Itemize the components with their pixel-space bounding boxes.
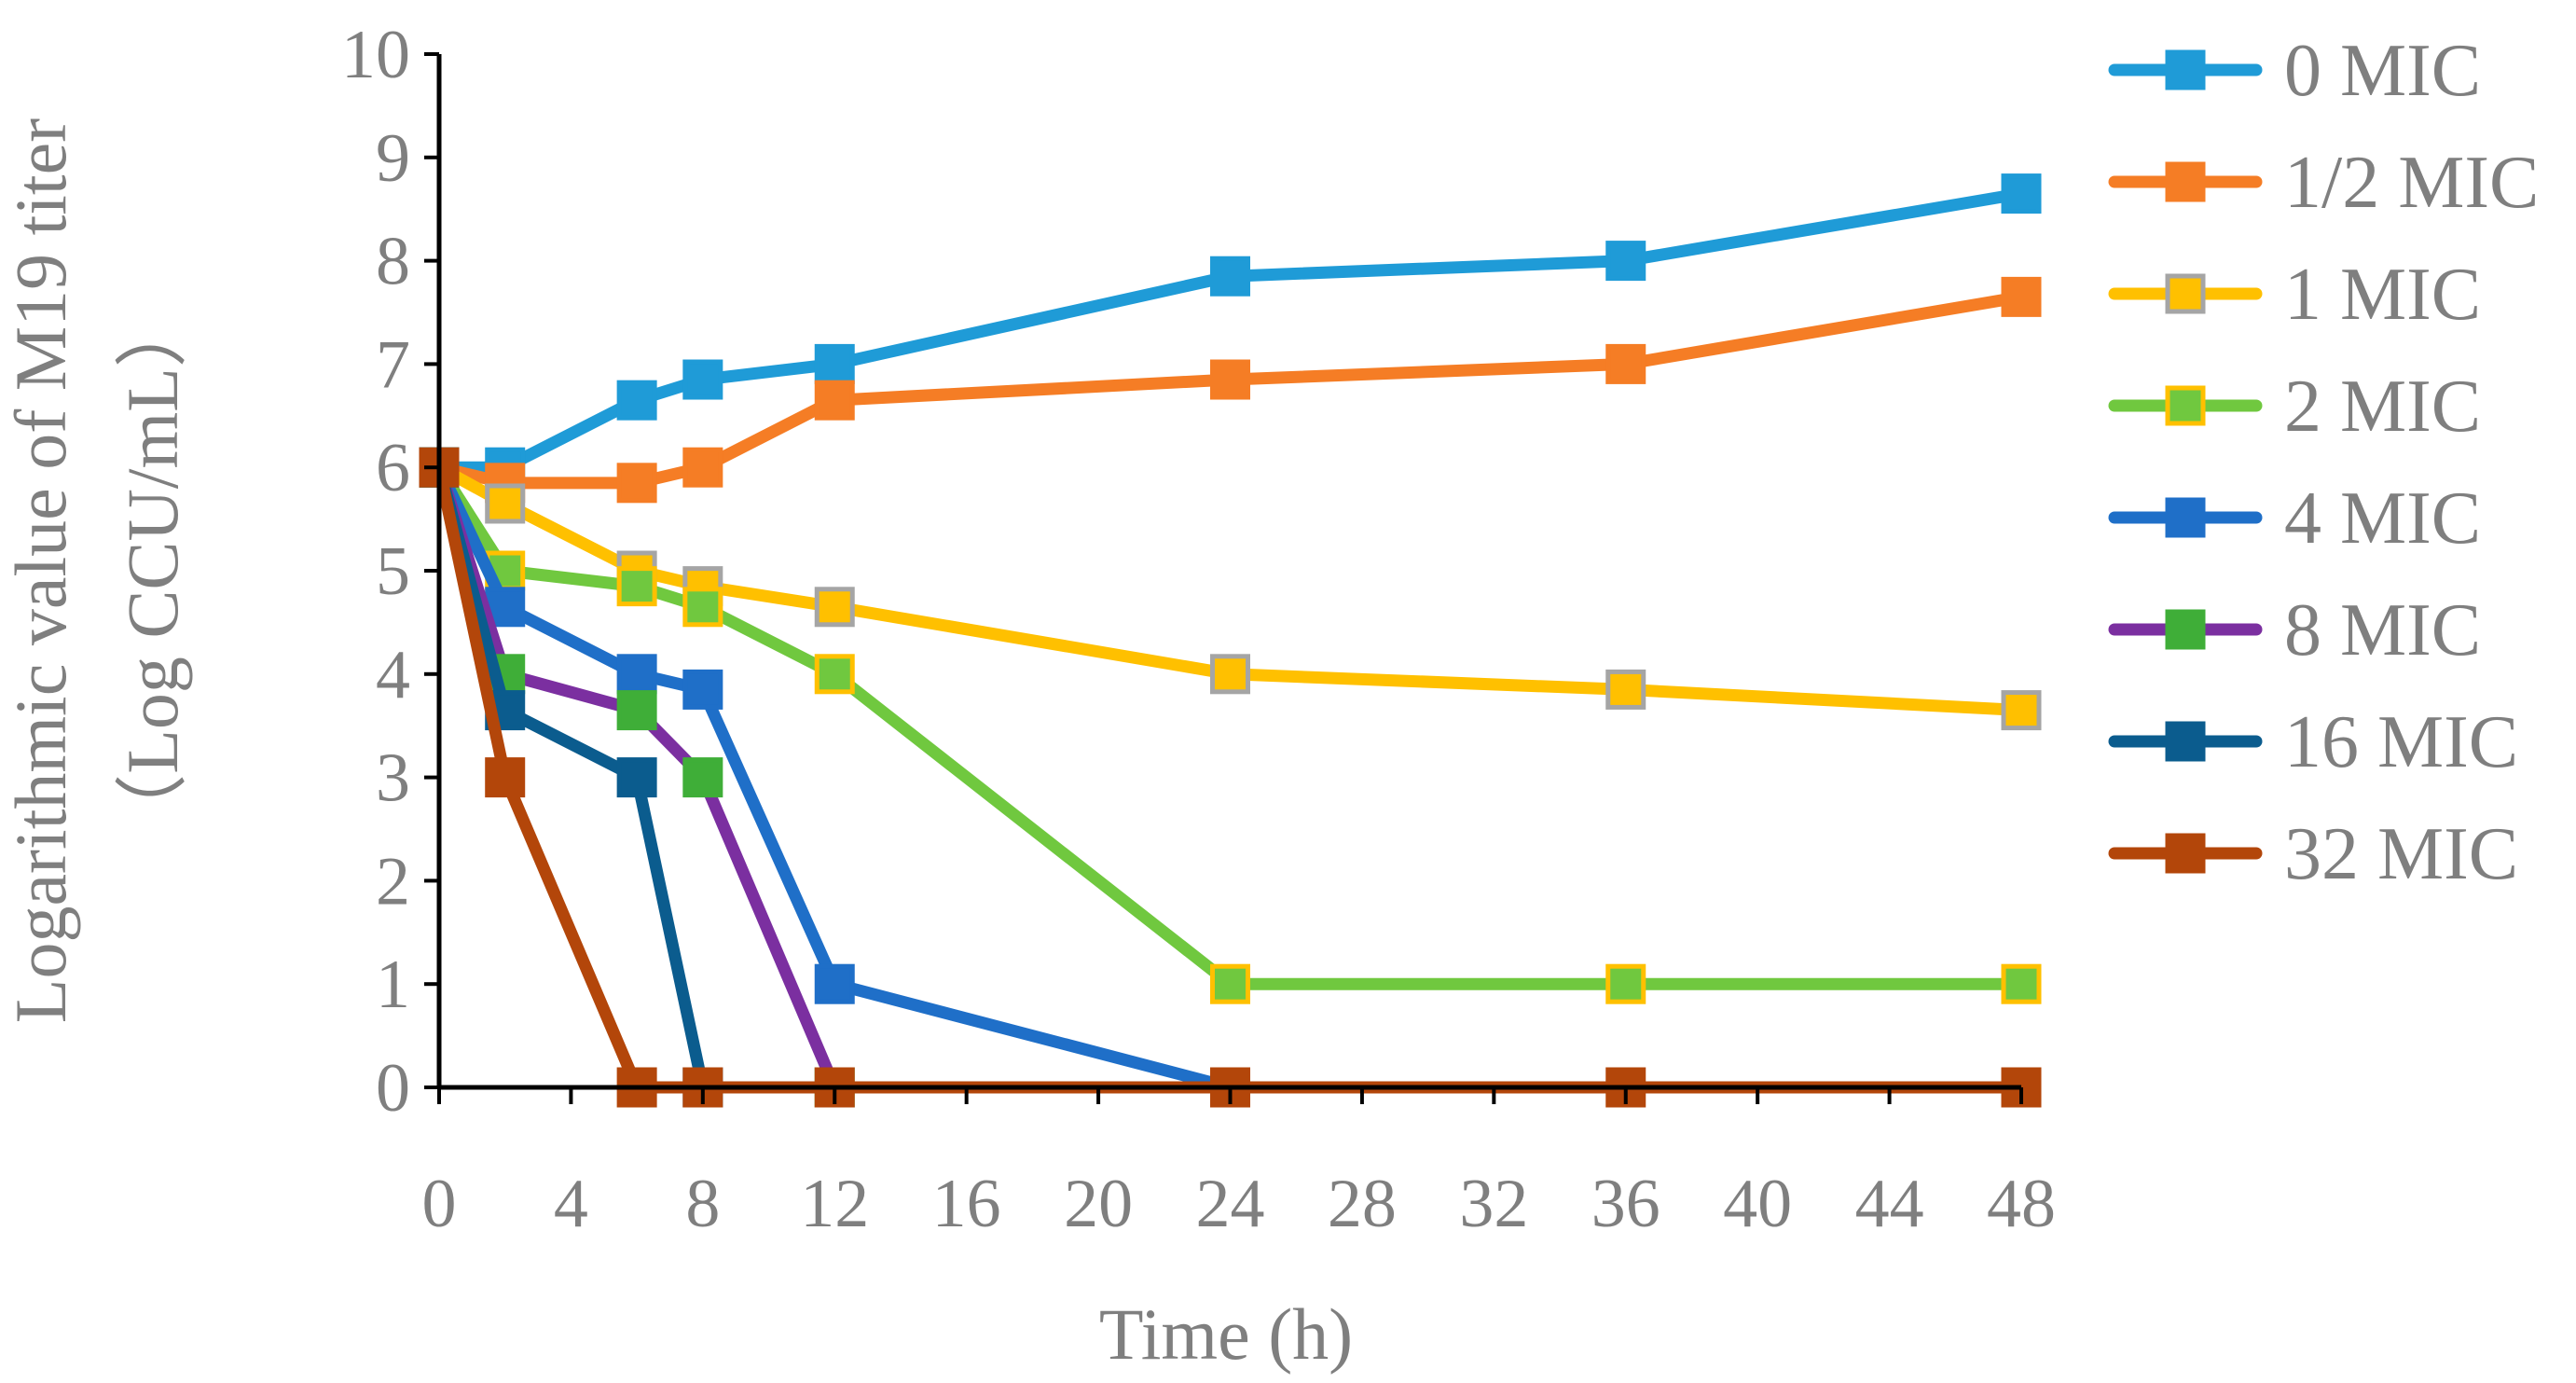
axes-layer: [436, 54, 2021, 1090]
legend-marker-swatch: [2165, 161, 2206, 202]
data-point-marker: [1210, 963, 1250, 1004]
y-tick-label: 0: [376, 1050, 410, 1127]
legend-label: 1/2 MIC: [2284, 142, 2539, 224]
x-tick-label: 44: [1855, 1166, 1924, 1242]
legend: 0 MIC 1/2 MIC 1 MIC 2 MIC 4 MIC 8 MIC 16 MIC 32…: [2108, 30, 2539, 895]
y-tick-label: 8: [376, 224, 410, 300]
x-tick-label: 28: [1328, 1166, 1397, 1242]
legend-item: 4 MIC: [2108, 477, 2481, 560]
y-tick-label: 1: [376, 947, 410, 1023]
data-point-marker: [814, 654, 855, 695]
data-point-marker: [814, 380, 855, 421]
series-line: [433, 461, 1236, 1094]
legend-label: 0 MIC: [2284, 30, 2481, 112]
x-tick-label: 12: [800, 1166, 869, 1242]
y-tick-label: 2: [376, 843, 410, 920]
legend-item: 8 MIC: [2108, 589, 2481, 671]
y-tick-label: 9: [376, 120, 410, 197]
data-point-marker: [616, 690, 657, 731]
legend-marker-swatch: [2165, 609, 2206, 650]
series-4-mic: [419, 447, 1250, 1108]
data-point-marker: [814, 343, 855, 384]
data-point-marker: [682, 359, 723, 400]
data-point-marker: [616, 757, 657, 798]
series-line: [433, 461, 2028, 717]
legend-label: 16 MIC: [2284, 701, 2518, 783]
x-tick-label: 0: [422, 1166, 457, 1242]
data-point-marker: [616, 566, 657, 607]
legend-label: 4 MIC: [2284, 477, 2481, 560]
legend-label: 32 MIC: [2284, 813, 2518, 895]
data-point-marker: [2001, 173, 2042, 214]
data-point-marker: [616, 463, 657, 504]
legend-marker-swatch: [2165, 721, 2206, 762]
series-layer: [419, 173, 2042, 1108]
legend-item: 32 MIC: [2108, 813, 2518, 895]
series-16-mic: [419, 447, 723, 1108]
data-point-marker: [1605, 241, 1646, 282]
legend-marker-swatch: [2165, 385, 2206, 426]
data-point-marker: [485, 483, 526, 524]
x-axis-title: Time (h): [1099, 1293, 1353, 1375]
series-line: [433, 290, 2028, 490]
legend-marker-swatch: [2165, 833, 2206, 874]
x-tick-label: 4: [554, 1166, 588, 1242]
data-point-marker: [616, 654, 657, 695]
legend-marker-swatch: [2165, 273, 2206, 314]
data-point-marker: [814, 963, 855, 1004]
data-point-marker: [1605, 343, 1646, 384]
data-point-marker: [616, 380, 657, 421]
legend-item: 1/2 MIC: [2108, 142, 2539, 224]
legend-marker-swatch: [2165, 497, 2206, 538]
legend-item: 0 MIC: [2108, 30, 2481, 112]
legend-item: 2 MIC: [2108, 366, 2481, 448]
x-tick-label: 32: [1459, 1166, 1528, 1242]
x-tick-label: 20: [1064, 1166, 1133, 1242]
y-axis-title-line1: Logarithmic value of M19 titer: [0, 118, 81, 1023]
data-point-marker: [682, 447, 723, 488]
x-tick-label: 48: [1987, 1166, 2056, 1242]
y-tick-label: 5: [376, 533, 410, 610]
x-tick-label: 36: [1591, 1166, 1660, 1242]
legend-label: 1 MIC: [2284, 254, 2481, 336]
series-line: [433, 461, 2028, 990]
y-tick-label: 10: [341, 17, 410, 93]
x-tick-label: 24: [1196, 1166, 1265, 1242]
x-tick-label: 8: [685, 1166, 720, 1242]
data-point-marker: [814, 587, 855, 628]
y-axis-title-line2: （Log CCU/mL）: [112, 295, 193, 847]
data-point-marker: [1210, 654, 1250, 695]
x-ticks: 0 4 8 12 16 20 24 28 32 36 40 44 48: [422, 1087, 2056, 1242]
legend-label: 8 MIC: [2284, 589, 2481, 671]
data-point-marker: [682, 669, 723, 710]
y-tick-label: 6: [376, 430, 410, 506]
y-ticks: 0 1 2 3 4 5 6 7 8 9 10: [341, 17, 439, 1127]
series-line: [433, 461, 709, 1094]
data-point-marker: [1605, 669, 1646, 710]
data-point-marker: [2001, 276, 2042, 317]
series-32-mic: [419, 447, 2042, 1108]
y-tick-label: 4: [376, 637, 410, 713]
x-tick-label: 40: [1723, 1166, 1792, 1242]
y-tick-label: 3: [376, 740, 410, 817]
data-point-marker: [485, 757, 526, 798]
data-point-marker: [1210, 359, 1250, 400]
x-tick-label: 16: [932, 1166, 1001, 1242]
data-point-marker: [2001, 690, 2042, 731]
data-point-marker: [1210, 256, 1250, 297]
y-tick-label: 7: [376, 326, 410, 403]
series-line: [433, 187, 2028, 474]
series-2-mic: [419, 447, 2042, 1004]
legend-item: 1 MIC: [2108, 254, 2481, 336]
legend-label: 2 MIC: [2284, 366, 2481, 448]
legend-marker-swatch: [2165, 49, 2206, 90]
data-point-marker: [1605, 963, 1646, 1004]
data-point-marker: [682, 587, 723, 628]
data-point-marker: [2001, 963, 2042, 1004]
legend-item: 16 MIC: [2108, 701, 2518, 783]
data-point-marker: [682, 757, 723, 798]
